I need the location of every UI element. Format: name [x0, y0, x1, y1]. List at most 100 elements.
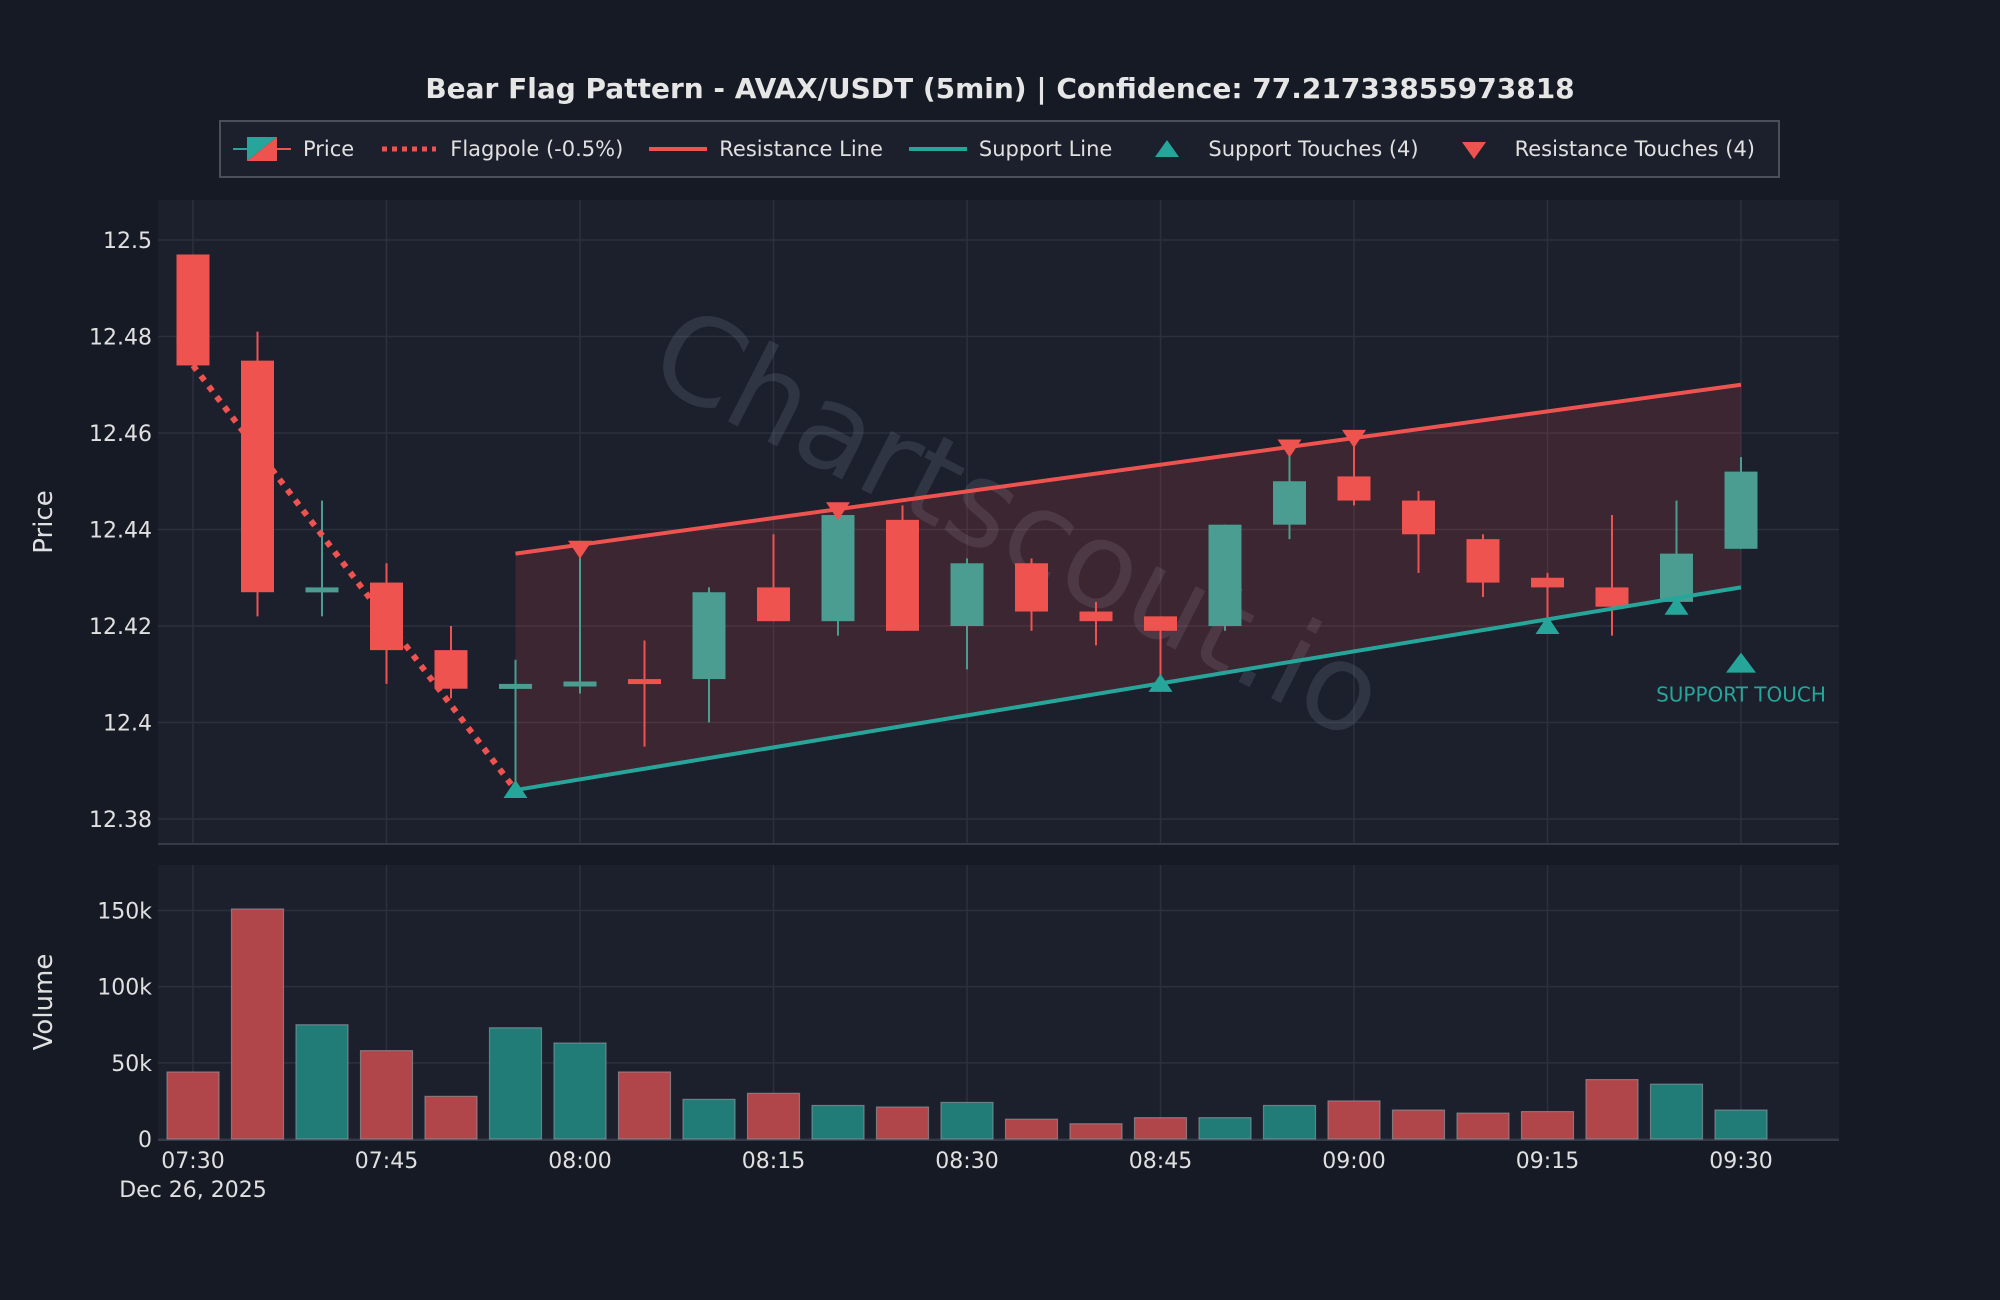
time-tick-label: 07:45 [355, 1149, 418, 1174]
volume-bar [1133, 1117, 1188, 1140]
volume-bar [1069, 1123, 1123, 1140]
candle-body [1015, 563, 1048, 612]
candle-body [434, 650, 468, 689]
candle-body [499, 683, 532, 689]
chart-legend: Price Flagpole (-0.5%) Resistance Line S… [219, 120, 1780, 178]
candle-body [563, 681, 597, 687]
price-tick-label: 12.46 [89, 422, 152, 447]
support-line [515, 585, 1742, 793]
candle-body [1660, 553, 1693, 602]
flagpole-line [190, 363, 518, 792]
time-tick-label: 09:15 [1516, 1149, 1579, 1174]
legend-label: Flagpole (-0.5%) [450, 137, 624, 161]
volume-bar [940, 1101, 994, 1140]
volume-bar [1649, 1083, 1704, 1140]
resistance-touch-marker [1277, 439, 1302, 458]
volume-tick-label: 150k [97, 900, 152, 925]
support-touch-marker [1535, 616, 1560, 634]
price-tick-label: 12.44 [89, 519, 152, 544]
candle-body [1724, 471, 1758, 549]
time-tick-label: 08:30 [935, 1149, 998, 1174]
volume-bar [811, 1104, 865, 1140]
volume-tick-label: 100k [97, 976, 152, 1001]
volume-bar [488, 1027, 543, 1140]
volume-bar [682, 1098, 736, 1140]
teal-line-icon [908, 135, 967, 163]
candle-body [1337, 476, 1371, 501]
resistance-line [515, 382, 1742, 556]
candle-body [628, 679, 661, 685]
price-tick-label: 12.48 [89, 326, 152, 351]
support-touch-marker [503, 780, 528, 799]
candlestick-icon [233, 135, 291, 163]
candle-body [1208, 524, 1242, 626]
support-touch-marker [1148, 673, 1173, 692]
time-tick-label: 08:45 [1129, 1149, 1192, 1174]
support-touch-annotation: SUPPORT TOUCH [1656, 683, 1826, 707]
legend-label: Resistance Touches (4) [1514, 137, 1756, 161]
legend-label: Price [303, 137, 355, 161]
resistance-touch-marker [1342, 429, 1366, 448]
price-axis-label: Price [29, 490, 59, 553]
candle-body [950, 563, 984, 626]
volume-tick-label: 50k [111, 1052, 152, 1077]
candle-body [1273, 481, 1306, 525]
time-tick-label: 09:30 [1709, 1149, 1772, 1174]
triangle-down-icon [1445, 135, 1503, 163]
candle-body [1079, 611, 1113, 622]
volume-bar [746, 1092, 801, 1140]
candle-body [1144, 616, 1177, 631]
legend-label: Resistance Line [719, 137, 883, 161]
volume-bar [424, 1095, 478, 1140]
support-touch-annotation-marker [1726, 652, 1756, 673]
candle-body [692, 592, 726, 680]
volume-bar [1004, 1118, 1059, 1140]
volume-bar [1585, 1078, 1639, 1140]
legend-item-support-line[interactable]: Support Line [908, 135, 1112, 163]
candle-body [1402, 500, 1435, 535]
time-tick-label: 08:00 [548, 1149, 611, 1174]
volume-bar [166, 1071, 220, 1140]
volume-bar [295, 1024, 349, 1140]
price-panel [158, 200, 1839, 844]
candle-body [886, 519, 919, 631]
volume-tick-label: 0 [138, 1128, 152, 1153]
time-tick-label: 08:15 [742, 1149, 805, 1174]
volume-bar [230, 908, 285, 1140]
date-label: Dec 26, 2025 [119, 1178, 267, 1203]
volume-bar [359, 1050, 414, 1140]
volume-bar [1198, 1117, 1252, 1140]
volume-bar [875, 1106, 930, 1140]
dotted-line-icon [380, 135, 438, 163]
price-tick-label: 12.4 [103, 712, 152, 737]
legend-item-price[interactable]: Price [233, 135, 354, 163]
legend-item-resistance-line[interactable]: Resistance Line [649, 135, 883, 163]
price-tick-label: 12.38 [89, 808, 152, 833]
candle-body [1595, 587, 1629, 607]
candle-body [821, 515, 855, 622]
volume-bar [1714, 1109, 1768, 1140]
candle-body [1531, 577, 1564, 588]
resistance-touch-marker [826, 502, 850, 521]
volume-bar [553, 1042, 607, 1140]
legend-item-flagpole[interactable]: Flagpole (-0.5%) [380, 135, 623, 163]
candle-body [241, 360, 274, 593]
candle-body [176, 254, 210, 366]
legend-item-resistance-touches[interactable]: Resistance Touches (4) [1445, 135, 1755, 163]
triangle-up-icon [1138, 135, 1196, 163]
volume-bar [1456, 1112, 1510, 1140]
volume-bar [1391, 1109, 1446, 1140]
red-line-icon [649, 135, 708, 163]
time-tick-label: 07:30 [161, 1149, 224, 1174]
volume-bar [617, 1071, 672, 1140]
volume-bar [1327, 1100, 1381, 1140]
candle-body [305, 587, 339, 593]
support-touch-marker [1664, 596, 1689, 615]
price-tick-label: 12.5 [103, 229, 152, 254]
legend-item-support-touches[interactable]: Support Touches (4) [1138, 135, 1419, 163]
chart-title: Bear Flag Pattern - AVAX/USDT (5min) | C… [425, 72, 1575, 105]
candle-body [1466, 539, 1500, 583]
price-tick-label: 12.42 [89, 615, 152, 640]
legend-label: Support Touches (4) [1208, 137, 1419, 161]
